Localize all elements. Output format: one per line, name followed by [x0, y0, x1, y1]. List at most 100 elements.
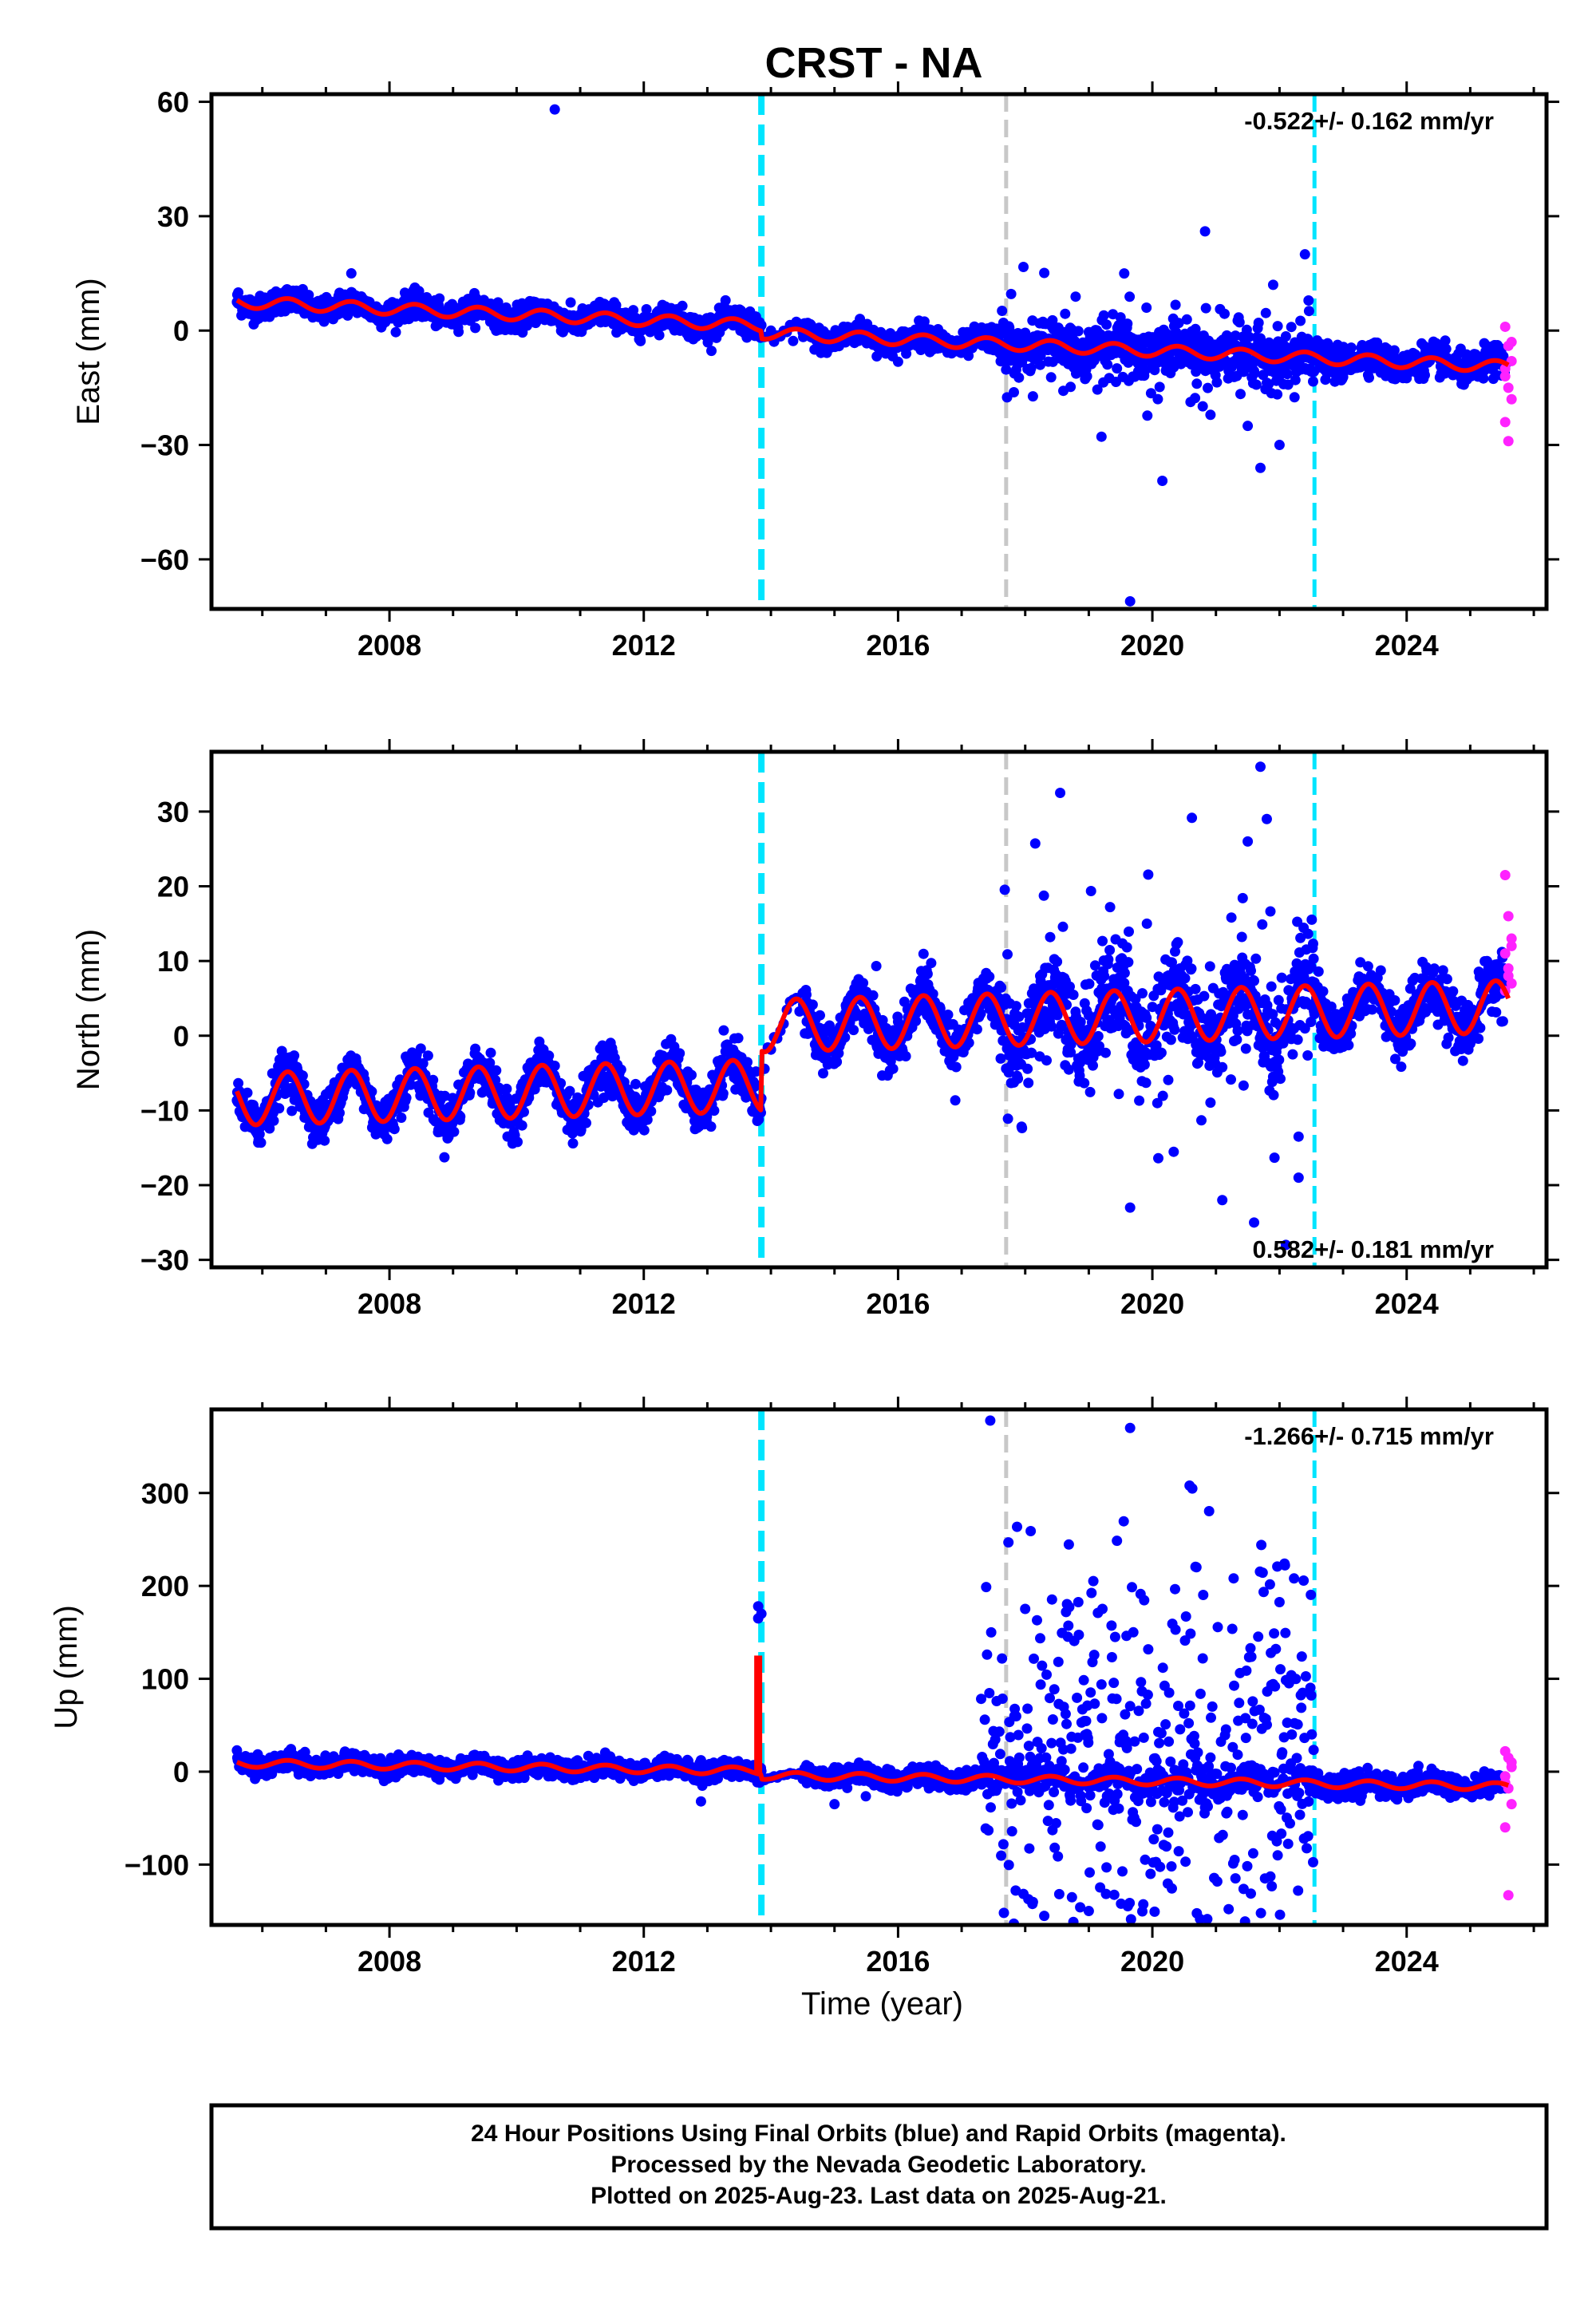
data-point [815, 1010, 825, 1021]
data-point [1158, 1091, 1168, 1101]
data-point [1045, 932, 1056, 943]
data-point [721, 295, 731, 306]
rapid-point [1507, 337, 1517, 347]
data-point [1235, 317, 1245, 327]
data-point [1002, 949, 1013, 959]
data-point [1182, 314, 1192, 325]
data-point [1013, 373, 1024, 383]
data-point [428, 1075, 438, 1085]
data-point [1142, 919, 1152, 929]
data-point [871, 961, 882, 971]
data-point [1157, 476, 1167, 486]
y-tick-label: −30 [140, 429, 189, 462]
data-point [1153, 1153, 1163, 1164]
data-point [1250, 368, 1260, 378]
data-point [1084, 978, 1095, 989]
data-point [1003, 1113, 1013, 1124]
outlier-point [1274, 440, 1285, 450]
data-point [1200, 226, 1211, 236]
x-tick-label: 2012 [612, 629, 676, 662]
data-point [997, 306, 1007, 316]
data-point [639, 1125, 650, 1136]
data-point [1099, 971, 1109, 982]
data-point [1168, 1147, 1179, 1157]
data-point [1169, 1025, 1179, 1035]
data-point [1141, 1077, 1152, 1088]
data-point [470, 322, 480, 333]
data-point [1122, 318, 1132, 329]
data-point [1257, 919, 1267, 930]
data-point [1011, 1001, 1021, 1011]
data-point [491, 1065, 501, 1076]
data-point [893, 357, 903, 367]
data-point [1096, 432, 1107, 442]
data-point [686, 1070, 697, 1081]
data-point [742, 1057, 753, 1067]
data-point [1009, 387, 1019, 397]
y-axis-title: East (mm) [71, 278, 106, 425]
data-point [1039, 891, 1049, 901]
data-point [243, 1088, 253, 1098]
data-point [1022, 1064, 1033, 1074]
data-point [550, 1061, 560, 1071]
data-point [1122, 943, 1132, 953]
data-point [1143, 869, 1153, 879]
data-point [972, 1024, 982, 1034]
data-point [662, 1085, 672, 1096]
data-point [635, 336, 646, 346]
data-point [1000, 884, 1010, 895]
data-point [1205, 961, 1215, 971]
outlier-point [550, 105, 560, 115]
data-point [389, 1124, 400, 1134]
data-point [678, 301, 688, 311]
data-point [1246, 966, 1256, 976]
data-point [1097, 936, 1108, 947]
data-point [1241, 1044, 1251, 1054]
rapid-point [1507, 394, 1517, 405]
data-point [274, 1103, 284, 1113]
data-point [888, 1064, 899, 1074]
data-point [1420, 370, 1430, 381]
data-point [1187, 812, 1197, 823]
data-point [1137, 988, 1148, 998]
data-point [1041, 1055, 1052, 1065]
data-point [1155, 381, 1165, 392]
data-point [1026, 363, 1037, 373]
data-point [1281, 331, 1291, 342]
data-point [256, 1137, 267, 1148]
data-point [1233, 1026, 1243, 1036]
data-point [1272, 389, 1282, 400]
data-point [1140, 1060, 1150, 1070]
data-point [1101, 319, 1112, 330]
data-point [1198, 401, 1208, 412]
data-point [996, 982, 1006, 993]
data-point [423, 1050, 433, 1061]
data-point [1085, 1087, 1096, 1097]
data-point [1190, 393, 1200, 403]
data-point [1205, 409, 1215, 420]
rapid-point [1503, 436, 1514, 446]
data-point [1237, 932, 1247, 943]
data-point [391, 327, 401, 338]
y-tick-label: 0 [173, 314, 189, 347]
data-point [1082, 371, 1092, 381]
data-point [1069, 990, 1079, 1000]
data-point [1134, 1096, 1144, 1106]
data-point [1166, 1034, 1176, 1045]
data-point [512, 1136, 523, 1147]
data-point [453, 326, 464, 337]
data-point [1030, 838, 1041, 848]
data-point [1187, 963, 1197, 974]
data-point [1102, 359, 1112, 370]
data-point [922, 969, 933, 979]
data-point [1105, 902, 1116, 912]
data-point [918, 949, 929, 959]
data-point [1254, 318, 1264, 328]
data-point [1249, 976, 1259, 986]
rapid-orbit-points [1500, 322, 1517, 446]
data-point [706, 1121, 717, 1132]
data-point [818, 1068, 828, 1078]
data-point [832, 1057, 842, 1067]
